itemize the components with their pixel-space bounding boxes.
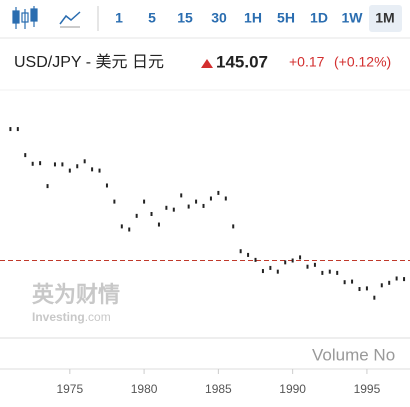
- watermark-site-name: Investing: [32, 310, 85, 324]
- candle: [380, 283, 383, 288]
- candle: [68, 168, 71, 173]
- candle: [351, 279, 354, 284]
- x-tick-label: 1980: [131, 382, 158, 396]
- candle: [172, 207, 175, 212]
- candle: [328, 269, 331, 274]
- watermark-domain: .com: [85, 310, 111, 324]
- candle: [306, 264, 309, 269]
- quote-change: +0.17: [289, 54, 325, 70]
- x-tick-label: 1985: [205, 382, 232, 396]
- candle: [128, 227, 131, 232]
- candle: [269, 265, 272, 270]
- candle: [343, 280, 346, 285]
- interval-button[interactable]: 1W: [342, 10, 364, 26]
- interval-button[interactable]: 1M: [375, 10, 394, 26]
- candle: [232, 224, 235, 229]
- candle: [76, 164, 79, 169]
- candle: [31, 161, 34, 166]
- candle: [187, 204, 190, 209]
- candle: [195, 199, 198, 204]
- candle: [291, 258, 294, 263]
- candle: [261, 269, 264, 274]
- interval-button[interactable]: 30: [211, 10, 227, 26]
- candle: [254, 257, 257, 262]
- candle: [53, 162, 56, 167]
- candle: [83, 159, 86, 164]
- candle: [276, 269, 279, 274]
- candle: [157, 222, 160, 227]
- candle: [39, 161, 42, 166]
- quote-price: 145.07: [216, 52, 268, 71]
- interval-button[interactable]: 1: [115, 10, 123, 26]
- candle: [395, 276, 398, 281]
- candle: [105, 183, 108, 188]
- candle: [388, 280, 391, 285]
- candle: [373, 295, 376, 300]
- candle: [284, 260, 287, 265]
- candle: [16, 127, 19, 132]
- candle: [143, 199, 146, 204]
- candle: [98, 168, 101, 173]
- candle: [365, 286, 368, 291]
- volume-label: Volume No: [312, 345, 395, 364]
- candle: [165, 205, 168, 210]
- candle: [321, 270, 324, 275]
- candle: [9, 127, 12, 132]
- candle: [403, 277, 406, 282]
- interval-button[interactable]: 15: [177, 10, 193, 26]
- candle: [113, 199, 116, 204]
- interval-button[interactable]: 1D: [310, 10, 328, 26]
- candle: [299, 255, 302, 260]
- candle-icon[interactable]: [12, 6, 38, 29]
- candle: [202, 203, 205, 208]
- candle: [358, 287, 361, 292]
- x-tick-label: 1975: [56, 382, 83, 396]
- watermark-brand: 英为财情: [32, 282, 120, 307]
- selected-bg: [369, 5, 402, 32]
- x-tick-label: 1990: [279, 382, 306, 396]
- candle: [209, 196, 212, 201]
- candle: [313, 262, 316, 267]
- area-icon[interactable]: [59, 11, 81, 28]
- candle: [24, 153, 27, 158]
- candle: [150, 212, 153, 216]
- candle: [217, 190, 220, 195]
- candle: [61, 162, 64, 167]
- up-arrow: [201, 59, 213, 68]
- quote-change-pct: (+0.12%): [334, 54, 391, 70]
- candle: [247, 252, 250, 257]
- x-tick-label: 1995: [354, 382, 381, 396]
- candle: [239, 249, 242, 254]
- interval-button[interactable]: 5: [148, 10, 156, 26]
- candle: [120, 224, 123, 229]
- candle: [46, 184, 49, 189]
- candle: [180, 193, 183, 198]
- interval-button[interactable]: 1H: [244, 10, 262, 26]
- candle: [91, 167, 94, 172]
- interval-button[interactable]: 5H: [277, 10, 295, 26]
- candle: [336, 270, 339, 275]
- candle: [224, 196, 227, 201]
- candle: [135, 213, 138, 218]
- quote-title: USD/JPY - 美元 日元: [14, 53, 164, 71]
- watermark-site: Investing.com: [32, 310, 111, 324]
